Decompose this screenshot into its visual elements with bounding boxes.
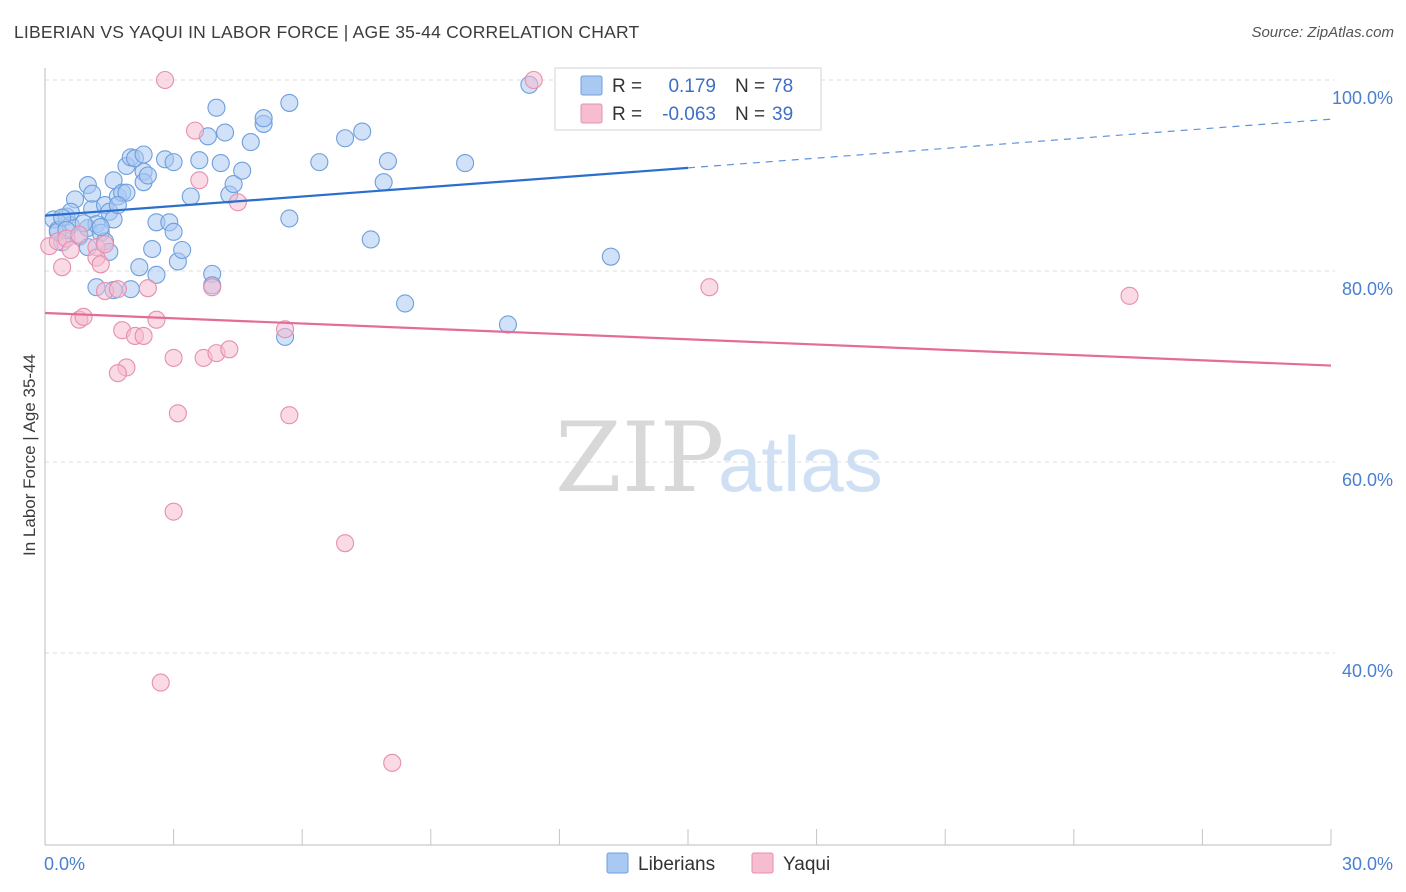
yaqui-point xyxy=(280,406,299,425)
liberians-point xyxy=(280,209,299,228)
liberians-trend-line xyxy=(44,166,689,217)
liberians-point xyxy=(164,222,183,241)
liberians-swatch xyxy=(580,75,603,96)
y-axis-label: In Labor Force | Age 35-44 xyxy=(20,354,39,556)
yaqui-point xyxy=(190,171,209,190)
yaqui-point xyxy=(1120,286,1139,305)
liberians-point xyxy=(190,151,209,170)
yaqui-point xyxy=(336,534,355,553)
yaqui-point xyxy=(95,235,115,254)
yaqui-n-value: 39 xyxy=(772,104,793,125)
liberians-point xyxy=(378,152,397,171)
watermark-zip: ZIP xyxy=(555,402,724,514)
liberians-point xyxy=(254,109,273,128)
liberians-point xyxy=(143,239,162,259)
yaqui-point xyxy=(91,255,110,274)
liberians-point xyxy=(91,218,110,237)
liberians-point xyxy=(224,175,243,194)
yaqui-point xyxy=(276,320,295,339)
liberians-point xyxy=(173,240,192,260)
yaqui-point xyxy=(164,502,183,521)
yaqui-point xyxy=(108,364,127,383)
liberians-point xyxy=(336,129,355,148)
legend-liberians-label: Liberians xyxy=(638,854,715,875)
liberians-point xyxy=(353,122,372,141)
y-tick-label: 100.0% xyxy=(1332,88,1393,108)
liberians-point xyxy=(498,315,518,334)
chart-title: LIBERIAN VS YAQUI IN LABOR FORCE | AGE 3… xyxy=(14,22,640,42)
liberians-point xyxy=(241,133,260,152)
axes: 100.0% 80.0% 60.0% 40.0% 0.0% 30.0% xyxy=(44,68,1393,874)
series-legend: Liberians Yaqui xyxy=(606,852,830,875)
yaqui-point xyxy=(61,240,80,260)
stats-legend: R = 0.179 N = 78 R = -0.063 N = 39 xyxy=(554,67,822,131)
liberians-r-label: R = xyxy=(612,76,642,97)
liberians-point xyxy=(361,230,380,249)
liberians-n-value: 78 xyxy=(772,76,793,97)
yaqui-point xyxy=(383,753,402,772)
yaqui-point xyxy=(203,278,222,297)
liberians-point xyxy=(138,166,157,185)
trend-lines xyxy=(44,118,1332,367)
liberians-point xyxy=(280,93,299,112)
yaqui-point xyxy=(70,225,89,244)
yaqui-point xyxy=(74,307,93,326)
gridlines xyxy=(45,79,1335,654)
watermark: ZIP atlas xyxy=(555,402,883,514)
source-label: Source: ZipAtlas.com xyxy=(1251,24,1394,41)
yaqui-point xyxy=(151,673,170,692)
liberians-point xyxy=(396,294,415,313)
liberians-point xyxy=(181,187,200,206)
yaqui-r-value: -0.063 xyxy=(662,104,716,125)
yaqui-swatch xyxy=(580,103,603,124)
liberians-point xyxy=(215,123,235,142)
yaqui-point xyxy=(524,70,543,90)
yaqui-point xyxy=(53,258,72,277)
legend-yaqui-label: Yaqui xyxy=(783,854,830,875)
watermark-atlas: atlas xyxy=(718,420,883,508)
yaqui-r-label: R = xyxy=(612,104,642,125)
liberians-point xyxy=(456,154,475,173)
y-tick-label: 80.0% xyxy=(1342,279,1393,299)
liberians-point xyxy=(207,98,226,117)
liberians-point xyxy=(374,173,393,192)
yaqui-point xyxy=(155,70,175,90)
legend-yaqui-swatch xyxy=(751,852,774,874)
liberians-point xyxy=(233,161,252,180)
liberians-point xyxy=(310,153,329,172)
x-tick-label: 30.0% xyxy=(1342,854,1393,874)
legend-liberians-swatch xyxy=(606,852,629,874)
data-points xyxy=(40,70,1139,772)
liberians-point xyxy=(164,153,183,172)
yaqui-point xyxy=(108,280,127,299)
liberians-trend-extension xyxy=(687,118,1332,169)
liberians-n-label: N = xyxy=(735,76,765,97)
yaqui-trend-line xyxy=(44,311,1332,367)
yaqui-point xyxy=(168,404,187,423)
liberians-point xyxy=(134,145,153,164)
liberians-point xyxy=(601,247,620,266)
liberians-point xyxy=(211,154,230,173)
yaqui-point xyxy=(220,340,239,359)
liberians-r-value: 0.179 xyxy=(668,76,716,97)
liberians-point xyxy=(83,184,102,203)
yaqui-point xyxy=(138,279,157,298)
yaqui-n-label: N = xyxy=(735,104,765,125)
yaqui-point xyxy=(185,121,205,140)
y-tick-label: 40.0% xyxy=(1342,661,1393,681)
liberians-point xyxy=(117,183,136,202)
liberians-point xyxy=(130,258,149,277)
yaqui-point xyxy=(164,348,183,367)
y-tick-label: 60.0% xyxy=(1342,470,1393,490)
yaqui-point xyxy=(700,278,719,297)
x-tick-label: 0.0% xyxy=(44,854,85,874)
yaqui-point xyxy=(134,326,153,345)
liberians-point xyxy=(147,265,166,284)
yaqui-point xyxy=(147,310,166,329)
